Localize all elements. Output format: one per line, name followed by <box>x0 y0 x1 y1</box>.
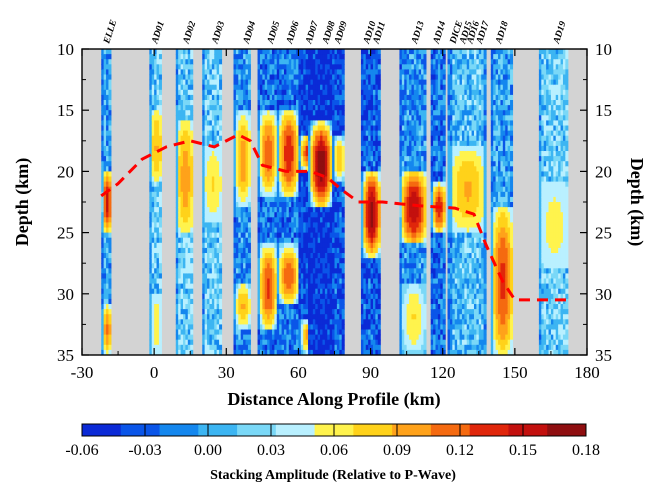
stripe-4 <box>234 49 251 356</box>
y-tick-label-right: 10 <box>595 40 612 59</box>
colorbar-tick-label: 0.15 <box>509 442 537 459</box>
y-axis-title-left: Depth (km) <box>12 158 33 247</box>
colorbar-title: Stacking Amplitude (Relative to P-Wave) <box>210 468 456 483</box>
y-tick-label-left: 20 <box>57 162 74 181</box>
colorbar-segment <box>431 424 470 436</box>
x-tick-label: 60 <box>290 363 307 382</box>
y-tick-label-left: 25 <box>57 224 74 243</box>
stripe-11 <box>399 49 426 356</box>
colorbar-segment <box>198 424 237 436</box>
colorbar-segment <box>392 424 431 436</box>
station-label-ad06: AD06 <box>285 20 302 46</box>
colorbar: -0.06 -0.03 0.00 0.03 0.06 0.09 0.12 0.15 0.18 <box>65 424 600 459</box>
stripe-9 <box>332 49 345 356</box>
y-tick-label-left: 35 <box>57 346 74 365</box>
y-tick-label-right: 15 <box>595 101 612 120</box>
colorbar-tick-label: 0.12 <box>446 442 474 459</box>
x-tick-label: 150 <box>502 363 528 382</box>
y-tick-label-left: 10 <box>57 40 74 59</box>
stripe-5 <box>258 49 278 356</box>
y-tick-label-left: 15 <box>57 101 74 120</box>
colorbar-tick-label: 0.09 <box>383 442 411 459</box>
station-label-ad07: AD07 <box>304 19 321 46</box>
x-tick-label: -30 <box>71 363 94 382</box>
station-label-ad19: AD19 <box>552 20 569 46</box>
colorbar-tick-label: 0.18 <box>572 442 600 459</box>
station-label-elle: ELLE <box>102 19 119 46</box>
colorbar-tick-label: 0.06 <box>320 442 348 459</box>
colorbar-tick-label: -0.03 <box>128 442 161 459</box>
x-axis-title: Distance Along Profile (km) <box>227 389 440 410</box>
x-tick-label: 0 <box>150 363 159 382</box>
colorbar-segment <box>353 424 392 436</box>
station-label-ad18: AD18 <box>494 20 511 46</box>
colorbar-segment <box>470 424 509 436</box>
colorbar-segment <box>160 424 199 436</box>
y-tick-label-right: 25 <box>595 224 612 243</box>
station-label-ad04: AD04 <box>242 20 259 46</box>
colorbar-tick-label: 0.03 <box>257 442 285 459</box>
stripe-2 <box>176 49 193 356</box>
y-tick-label-right: 30 <box>595 285 612 304</box>
station-label-ad01: AD01 <box>150 20 167 46</box>
colorbar-segment <box>121 424 160 436</box>
stripe-1 <box>149 49 162 356</box>
colorbar-segment <box>82 424 121 436</box>
colorbar-tick-label: 0.00 <box>194 442 222 459</box>
colorbar-segment <box>508 424 547 436</box>
x-tick-label: 120 <box>430 363 456 382</box>
stripe-0 <box>101 49 111 356</box>
x-tick-label: 90 <box>362 363 379 382</box>
station-label-ad14: AD14 <box>432 20 449 46</box>
x-tick-label: 30 <box>218 363 235 382</box>
colorbar-segment <box>237 424 276 436</box>
stripe-13 <box>448 49 487 356</box>
stripe-14 <box>491 49 513 356</box>
y-tick-label-right: 20 <box>595 162 612 181</box>
station-label-ad13: AD13 <box>410 20 427 46</box>
x-tick-label: 180 <box>574 363 600 382</box>
stripe-12 <box>431 49 446 356</box>
station-label-ad02: AD02 <box>181 20 198 46</box>
stripe-15 <box>539 49 568 356</box>
colorbar-segment <box>547 424 586 436</box>
stripe-8 <box>308 49 333 356</box>
station-label-ad03: AD03 <box>210 20 227 46</box>
colorbar-tick-label: -0.06 <box>65 442 98 459</box>
station-label-ad05: AD05 <box>266 20 283 46</box>
stripe-3 <box>202 49 222 356</box>
colorbar-segment <box>276 424 315 436</box>
y-axis-title-right: Depth (km) <box>626 158 646 247</box>
y-tick-label-left: 30 <box>57 285 74 304</box>
stripe-6 <box>277 49 299 356</box>
y-tick-label-right: 35 <box>595 346 612 365</box>
